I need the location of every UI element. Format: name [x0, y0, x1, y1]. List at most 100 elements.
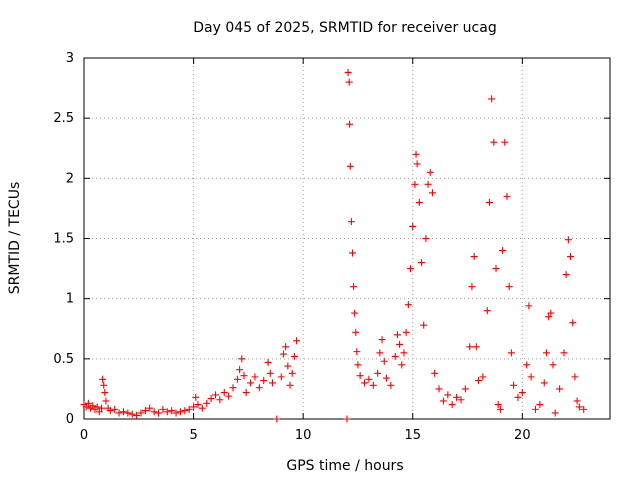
data-point: [236, 366, 244, 374]
data-points: [80, 68, 588, 423]
data-point: [398, 361, 406, 369]
data-point: [488, 95, 496, 103]
data-point: [439, 397, 447, 405]
data-point: [133, 411, 141, 419]
data-point: [444, 391, 452, 399]
data-point: [551, 409, 559, 417]
data-point: [378, 336, 386, 344]
data-point: [279, 350, 287, 358]
data-point: [155, 409, 163, 417]
data-point: [549, 361, 557, 369]
data-point: [137, 409, 145, 417]
data-point: [479, 373, 487, 381]
data-point: [501, 138, 509, 146]
y-axis-label: SRMTID / TECUs: [7, 182, 23, 295]
data-point: [181, 407, 189, 415]
data-point: [527, 373, 535, 381]
data-point: [207, 395, 215, 403]
x-axis-label: GPS time / hours: [286, 458, 403, 474]
data-point: [575, 403, 583, 411]
data-point: [198, 404, 206, 412]
data-point: [172, 409, 180, 417]
data-point: [494, 401, 502, 409]
data-point: [82, 403, 90, 411]
data-point: [119, 408, 127, 416]
y-tick-label: 0: [66, 412, 74, 427]
y-tick-label: 1: [66, 292, 74, 307]
data-point: [286, 381, 294, 389]
data-point: [229, 384, 237, 392]
data-point: [415, 198, 423, 206]
y-tick-label: 0.5: [53, 352, 74, 367]
data-point: [146, 404, 154, 412]
data-point: [490, 138, 498, 146]
y-tick-label: 1.5: [53, 232, 74, 247]
data-point: [461, 385, 469, 393]
data-point: [98, 404, 106, 412]
data-point: [428, 189, 436, 197]
data-point: [290, 352, 298, 360]
data-point: [192, 393, 200, 401]
x-tick-label: 20: [514, 428, 531, 443]
data-point: [277, 373, 285, 381]
data-point: [260, 376, 268, 384]
data-point: [203, 399, 211, 407]
data-point: [361, 379, 369, 387]
data-point: [212, 391, 219, 399]
data-point: [571, 373, 579, 381]
data-point: [176, 408, 184, 416]
data-point: [426, 168, 434, 176]
data-point: [475, 376, 482, 384]
y-tick-label: 2.5: [53, 111, 74, 126]
data-point: [345, 78, 353, 86]
data-point: [268, 379, 276, 387]
data-point: [396, 340, 404, 348]
data-point: [376, 349, 384, 357]
data-point: [233, 375, 241, 383]
data-point: [393, 331, 401, 339]
data-point: [472, 343, 480, 351]
data-point: [431, 369, 439, 377]
data-point: [128, 410, 136, 418]
data-point: [448, 401, 456, 409]
data-point: [251, 373, 259, 381]
data-point: [380, 357, 388, 365]
data-point: [496, 405, 504, 413]
data-point: [483, 307, 491, 315]
data-point: [391, 352, 399, 360]
data-point: [435, 385, 443, 393]
data-point: [382, 374, 390, 382]
data-point: [101, 389, 109, 397]
data-point: [100, 381, 108, 389]
data-point: [507, 349, 515, 357]
x-tick-label: 10: [295, 428, 312, 443]
data-point: [242, 389, 250, 397]
data-point: [353, 348, 361, 356]
data-point: [369, 381, 377, 389]
data-point: [264, 358, 272, 366]
data-point: [404, 301, 412, 309]
chart-title: Day 045 of 2025, SRMTID for receiver uca…: [193, 20, 496, 36]
data-point: [536, 401, 544, 409]
data-point: [420, 321, 428, 329]
data-point: [354, 361, 362, 369]
data-point: [284, 362, 292, 370]
data-point: [163, 408, 171, 416]
data-point: [350, 283, 358, 291]
data-point: [413, 160, 421, 168]
data-point: [422, 235, 430, 242]
grid-layer: [84, 58, 610, 419]
data-point: [556, 385, 564, 393]
data-point: [150, 408, 158, 416]
data-point: [288, 369, 296, 377]
data-point: [346, 120, 354, 128]
data-point: [346, 162, 354, 170]
data-point: [518, 389, 526, 397]
data-point: [424, 180, 432, 188]
data-point: [348, 249, 356, 257]
data-point: [273, 415, 281, 423]
y-tick-label: 3: [66, 51, 74, 66]
data-point: [468, 283, 476, 291]
data-point: [402, 328, 410, 336]
